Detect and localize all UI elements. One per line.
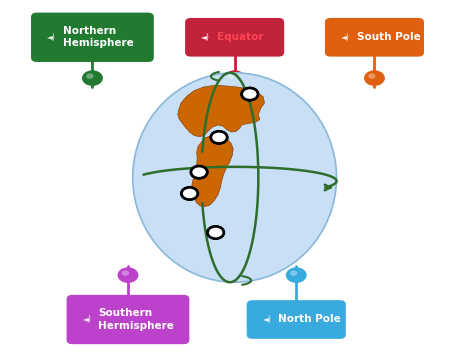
Circle shape [211, 131, 227, 143]
FancyBboxPatch shape [246, 300, 346, 339]
Circle shape [182, 187, 198, 200]
Text: ◄): ◄) [83, 315, 91, 324]
Text: ◄): ◄) [201, 33, 210, 42]
Circle shape [191, 166, 208, 179]
Text: Southern
Hermisphere: Southern Hermisphere [99, 308, 174, 331]
Circle shape [286, 267, 307, 283]
Ellipse shape [145, 85, 324, 270]
Circle shape [224, 70, 245, 86]
Circle shape [368, 73, 375, 79]
Text: Northern
Hemisphere: Northern Hemisphere [63, 26, 134, 49]
Ellipse shape [163, 104, 306, 251]
Circle shape [290, 271, 297, 276]
Text: ◄): ◄) [341, 33, 350, 42]
FancyBboxPatch shape [66, 295, 189, 344]
Text: ◄): ◄) [47, 33, 56, 42]
Circle shape [208, 226, 224, 239]
Circle shape [228, 73, 236, 79]
Circle shape [242, 88, 258, 100]
Text: South Pole: South Pole [356, 32, 420, 42]
Circle shape [86, 73, 93, 79]
Text: Equator: Equator [217, 32, 264, 42]
Circle shape [82, 70, 103, 86]
Ellipse shape [139, 79, 330, 276]
Ellipse shape [157, 98, 312, 257]
Circle shape [364, 70, 385, 86]
Text: ◄): ◄) [263, 315, 272, 324]
Ellipse shape [133, 73, 337, 282]
Polygon shape [217, 136, 228, 140]
Polygon shape [178, 85, 264, 137]
Polygon shape [192, 134, 233, 207]
Text: North Pole: North Pole [279, 315, 341, 324]
Circle shape [118, 267, 138, 283]
Circle shape [122, 271, 129, 276]
Ellipse shape [151, 92, 318, 263]
Circle shape [207, 226, 224, 239]
FancyBboxPatch shape [31, 12, 154, 62]
Circle shape [181, 187, 198, 200]
Circle shape [191, 166, 207, 178]
Circle shape [210, 131, 228, 144]
FancyBboxPatch shape [325, 18, 424, 56]
Ellipse shape [133, 73, 337, 282]
FancyBboxPatch shape [185, 18, 284, 56]
Circle shape [241, 88, 258, 100]
